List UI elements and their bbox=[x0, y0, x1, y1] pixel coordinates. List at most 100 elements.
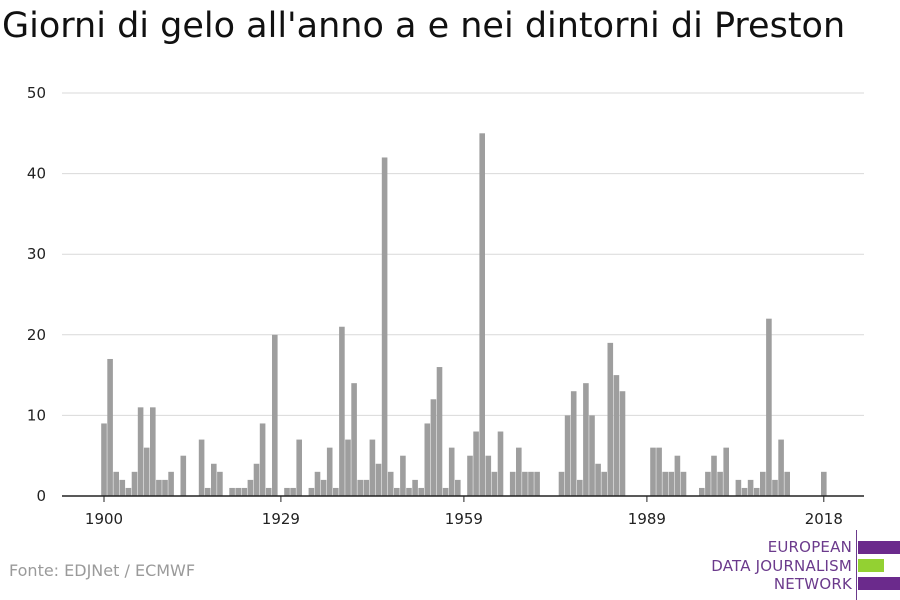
bar-1911 bbox=[168, 471, 174, 496]
bar-1994 bbox=[674, 455, 681, 496]
bar-1901 bbox=[107, 358, 113, 496]
bar-1919 bbox=[217, 471, 223, 496]
x-tick-label: 1959 bbox=[445, 510, 483, 528]
y-tick-label: 0 bbox=[36, 487, 46, 505]
logo-bar-green bbox=[858, 559, 884, 572]
axes: 0 10 20 30 40 50 1900 1929 1959 1989 2018 bbox=[27, 84, 864, 528]
bar-1967 bbox=[509, 471, 516, 496]
bar-1948 bbox=[394, 487, 400, 496]
bar-2008 bbox=[760, 471, 766, 496]
bar-1925 bbox=[253, 463, 260, 496]
bar-1961 bbox=[473, 431, 479, 496]
bar-1968 bbox=[516, 447, 522, 496]
bar-1983 bbox=[607, 342, 614, 496]
y-tick-label: 10 bbox=[27, 406, 46, 424]
bar-1958 bbox=[455, 479, 461, 496]
bar-1927 bbox=[265, 487, 272, 496]
bar-1902 bbox=[113, 471, 119, 496]
bar-1955 bbox=[436, 367, 443, 496]
bar-1936 bbox=[320, 479, 327, 496]
bar-1977 bbox=[570, 391, 577, 496]
bar-1954 bbox=[430, 399, 437, 496]
bar-1944 bbox=[369, 439, 376, 496]
bars bbox=[101, 133, 827, 497]
bar-1963 bbox=[485, 455, 492, 496]
bar-1934 bbox=[308, 487, 315, 496]
bar-1917 bbox=[204, 487, 211, 496]
bar-1913 bbox=[180, 455, 187, 496]
bar-1935 bbox=[314, 471, 321, 496]
bar-1990 bbox=[650, 447, 656, 496]
bar-1965 bbox=[497, 431, 504, 496]
bar-1960 bbox=[467, 455, 473, 496]
bar-2002 bbox=[723, 447, 729, 496]
x-tick-label: 1929 bbox=[262, 510, 300, 528]
bar-1921 bbox=[229, 487, 235, 496]
bar-2001 bbox=[717, 471, 723, 496]
y-tick-label: 20 bbox=[27, 326, 46, 344]
x-tick-label: 1989 bbox=[628, 510, 666, 528]
source-note: Fonte: EDJNet / ECMWF bbox=[9, 561, 196, 580]
bar-1984 bbox=[613, 375, 620, 496]
bar-1962 bbox=[479, 133, 485, 497]
bar-2018 bbox=[821, 471, 827, 496]
bar-1903 bbox=[119, 479, 126, 496]
bar-1939 bbox=[339, 326, 345, 496]
bar-1980 bbox=[589, 415, 595, 496]
bar-1922 bbox=[235, 487, 241, 496]
bar-1941 bbox=[351, 383, 357, 496]
bar-2012 bbox=[784, 471, 790, 496]
x-tick-label: 2018 bbox=[805, 510, 843, 528]
bar-1928 bbox=[272, 334, 278, 496]
bar-1930 bbox=[284, 487, 290, 496]
logo-bar-purple-bottom bbox=[858, 577, 900, 590]
bar-1953 bbox=[424, 423, 431, 496]
grid-lines bbox=[62, 92, 864, 416]
edjnet-logo: EUROPEAN DATA JOURNALISM NETWORK bbox=[690, 530, 900, 600]
bar-1993 bbox=[668, 471, 675, 496]
bar-1956 bbox=[442, 487, 449, 496]
bar-1991 bbox=[656, 447, 662, 496]
y-tick-label: 50 bbox=[27, 84, 46, 102]
bar-1945 bbox=[375, 463, 382, 496]
bar-1982 bbox=[601, 471, 607, 496]
bar-1910 bbox=[162, 479, 168, 496]
bar-2004 bbox=[735, 479, 742, 496]
bar-1906 bbox=[137, 407, 144, 496]
bar-1932 bbox=[296, 439, 302, 496]
bar-1952 bbox=[418, 487, 424, 496]
bar-1943 bbox=[363, 479, 370, 496]
bar-1907 bbox=[143, 447, 150, 496]
bar-1957 bbox=[448, 447, 455, 496]
bar-1938 bbox=[333, 487, 339, 496]
bar-1964 bbox=[491, 471, 498, 496]
bar-1940 bbox=[345, 439, 351, 496]
bar-1905 bbox=[131, 471, 138, 496]
bar-1931 bbox=[290, 487, 296, 496]
bar-1970 bbox=[528, 471, 534, 496]
bar-1971 bbox=[534, 471, 540, 496]
bar-1909 bbox=[156, 479, 162, 496]
bar-1985 bbox=[619, 391, 626, 496]
bar-1946 bbox=[381, 157, 388, 497]
bar-1976 bbox=[564, 415, 571, 496]
bar-2009 bbox=[766, 318, 772, 496]
logo-line-3: NETWORK bbox=[773, 575, 852, 593]
bar-1992 bbox=[662, 471, 668, 496]
logo-divider bbox=[856, 530, 857, 600]
bar-1918 bbox=[211, 463, 217, 496]
logo-bar-purple-top bbox=[858, 541, 900, 554]
x-tick-label: 1900 bbox=[85, 510, 123, 528]
bar-1998 bbox=[699, 487, 705, 496]
logo-line-1: EUROPEAN bbox=[767, 538, 852, 556]
y-tick-label: 40 bbox=[27, 165, 46, 183]
bar-1923 bbox=[241, 487, 248, 496]
bar-2010 bbox=[772, 479, 778, 496]
logo-line-2: DATA JOURNALISM bbox=[711, 557, 852, 575]
bar-1947 bbox=[387, 471, 394, 496]
bar-1949 bbox=[400, 455, 406, 496]
bar-1924 bbox=[247, 479, 254, 496]
bar-1981 bbox=[595, 463, 601, 496]
bar-2006 bbox=[747, 479, 754, 496]
